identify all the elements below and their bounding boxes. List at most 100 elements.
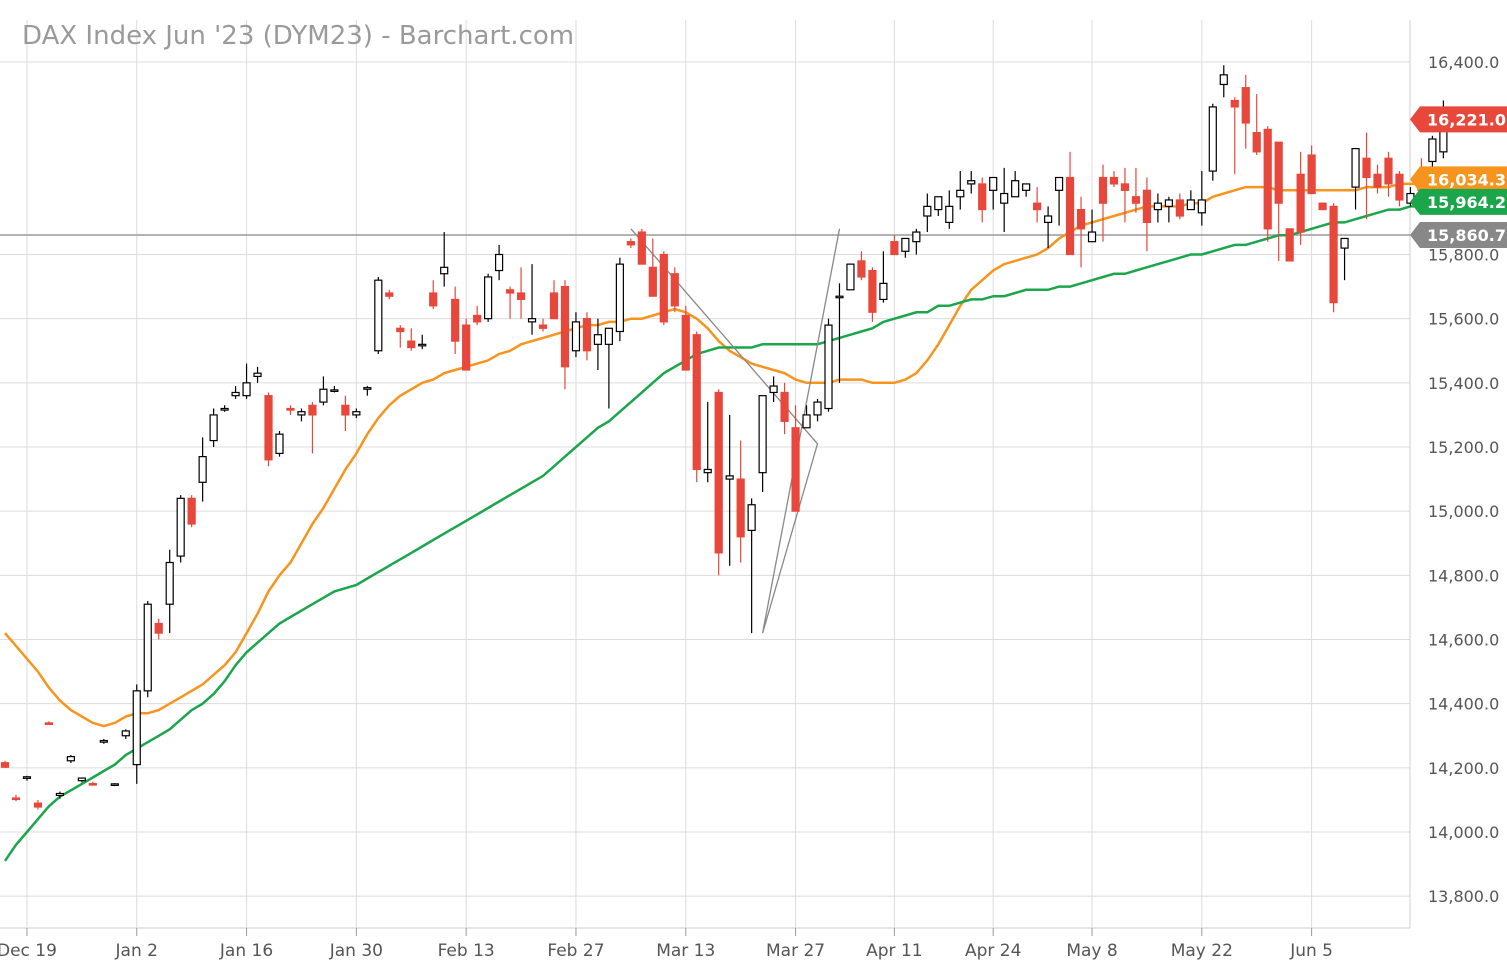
candle-body: [1131, 196, 1141, 204]
candle-body: [703, 468, 712, 474]
candle: [989, 176, 998, 210]
candle: [802, 405, 811, 429]
candle-body: [99, 739, 108, 743]
candle-body: [1022, 183, 1031, 191]
candle: [440, 232, 449, 287]
candle: [44, 721, 54, 726]
x-tick-label: Feb 13: [438, 941, 495, 961]
candle-body: [901, 237, 910, 252]
candle-body: [516, 292, 526, 301]
candle: [934, 196, 943, 216]
y-axis: 16,400.0 15,800.0 15,600.0 15,400.0 15,200.0…: [1428, 53, 1499, 906]
candle-body: [1263, 128, 1272, 230]
candle: [451, 286, 460, 354]
candle: [462, 318, 471, 371]
candle: [374, 276, 383, 354]
candle-body: [1351, 148, 1360, 188]
y-tick-label: 16,400.0: [1428, 53, 1499, 72]
candle: [791, 405, 800, 512]
candle: [1208, 103, 1217, 181]
candle: [1318, 202, 1327, 211]
candle: [209, 408, 218, 447]
candle-body: [967, 180, 976, 185]
candle-body: [407, 340, 416, 349]
candle: [495, 244, 504, 281]
candle-body: [1000, 192, 1009, 204]
candle: [824, 318, 833, 412]
candle-body: [396, 327, 405, 333]
candle-body: [209, 414, 218, 442]
candle-body: [1241, 87, 1250, 124]
candle-body: [1043, 215, 1053, 224]
candle: [670, 267, 679, 313]
candle: [1131, 167, 1141, 213]
candle: [1395, 171, 1404, 207]
candle: [604, 327, 614, 409]
y-tick-label: 14,800.0: [1428, 566, 1499, 585]
candle: [549, 280, 559, 320]
candle-body: [462, 324, 471, 371]
candle-body: [1175, 199, 1184, 217]
candle-body: [615, 263, 624, 333]
candle: [615, 257, 624, 342]
x-tick-label: Feb 27: [547, 941, 604, 961]
candle: [1296, 151, 1305, 245]
candle-body: [1208, 106, 1217, 172]
candle: [879, 251, 888, 303]
candle: [297, 408, 306, 422]
drawn-trendline[interactable]: [630, 228, 841, 634]
candle-body: [330, 389, 339, 392]
candle-body: [66, 756, 75, 762]
candle-body: [132, 690, 141, 766]
price-labels: 16,221.0 16,034.3 15,964.2 15,860.7: [1410, 106, 1507, 249]
candle-body: [626, 241, 635, 246]
candle: [1384, 151, 1393, 197]
candle: [143, 601, 152, 698]
candle: [341, 395, 350, 431]
candle-body: [912, 231, 921, 243]
candle-body: [857, 260, 866, 278]
y-tick-label: 15,600.0: [1428, 310, 1499, 329]
candle-body: [286, 407, 295, 411]
candle: [637, 228, 646, 265]
candle-body: [1186, 199, 1195, 211]
candle: [846, 263, 855, 291]
candle: [165, 549, 174, 634]
candle: [505, 286, 515, 319]
candle: [1098, 164, 1108, 242]
candle-body: [978, 183, 987, 211]
candle: [714, 389, 723, 576]
candle-body: [1395, 173, 1404, 201]
candle: [473, 305, 482, 326]
candle: [780, 382, 789, 435]
candle: [1076, 196, 1086, 268]
candle-body: [484, 276, 493, 320]
candle-body: [1285, 228, 1294, 262]
candle: [890, 235, 899, 256]
candle: [703, 402, 712, 483]
candle-body: [868, 269, 877, 313]
candle-body: [242, 382, 251, 397]
y-tick-label: 13,800.0: [1428, 887, 1499, 906]
candle-body: [429, 292, 438, 307]
candle: [1329, 203, 1338, 313]
candle-body: [824, 324, 833, 410]
y-tick-label: 14,400.0: [1428, 695, 1499, 714]
candle-body: [165, 561, 174, 605]
candle-body: [319, 388, 328, 403]
price-badge-label: 15,860.7: [1427, 226, 1506, 245]
candle-body: [1318, 202, 1327, 211]
candle: [1087, 209, 1097, 243]
candle: [1340, 237, 1349, 281]
candle: [1011, 171, 1020, 198]
candle: [1033, 187, 1042, 223]
candle: [659, 251, 668, 326]
candle: [121, 729, 130, 739]
candle-body: [538, 324, 548, 329]
candle: [835, 283, 844, 383]
candle: [1241, 74, 1250, 149]
candle: [1186, 190, 1195, 211]
candle-body: [44, 722, 54, 726]
candle-body: [560, 285, 570, 368]
